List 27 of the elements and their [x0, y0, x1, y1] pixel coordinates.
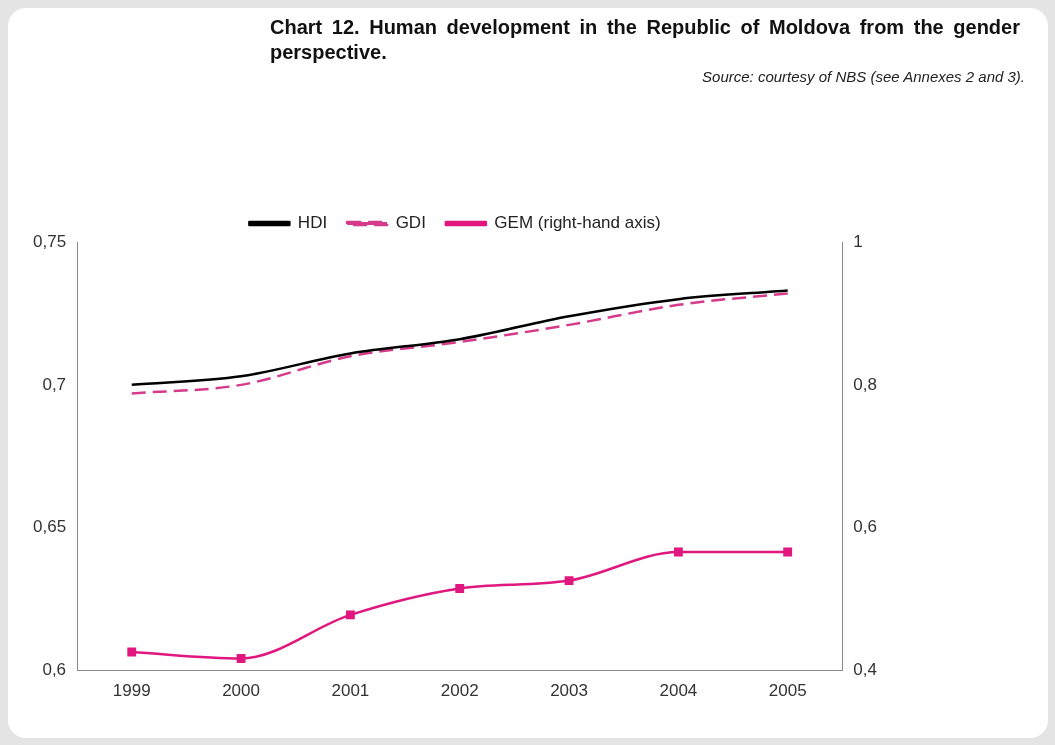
- point: [127, 647, 137, 657]
- point: [673, 547, 683, 557]
- x-tick-label: 2000: [222, 681, 260, 701]
- chart-title: Chart 12. Human development in the Republic of Moldova from the gender perspective.: [270, 15, 1020, 65]
- source-note: Source: courtesy of NBS (see Annexes 2 and 3).: [702, 68, 1025, 85]
- legend-label: HDI: [297, 213, 328, 233]
- y-tick-label: 0,7: [42, 374, 67, 394]
- y-tick-label: 0,65: [32, 517, 67, 537]
- x-tick-label: 1999: [112, 681, 151, 701]
- y-tick-label: 0,75: [32, 231, 67, 251]
- y-tick-label: 0,6: [42, 660, 67, 680]
- y2-tick-label: 1: [853, 231, 863, 251]
- point: [345, 610, 355, 620]
- y2-tick-label: 0,6: [853, 517, 878, 537]
- point: [455, 584, 465, 593]
- x-tick-label: 2003: [550, 681, 588, 701]
- legend-label: GDI: [395, 213, 426, 233]
- point: [783, 547, 793, 557]
- x-tick-label: 2004: [659, 681, 698, 701]
- legend-label: GEM (right-hand axis): [494, 213, 661, 233]
- x-tick-label: 2005: [768, 681, 807, 701]
- y2-tick-label: 0,8: [853, 374, 878, 394]
- point: [236, 654, 246, 663]
- x-tick-label: 2001: [331, 681, 370, 701]
- point: [564, 576, 574, 586]
- y2-tick-label: 0,4: [853, 660, 878, 680]
- x-tick-label: 2002: [440, 681, 479, 701]
